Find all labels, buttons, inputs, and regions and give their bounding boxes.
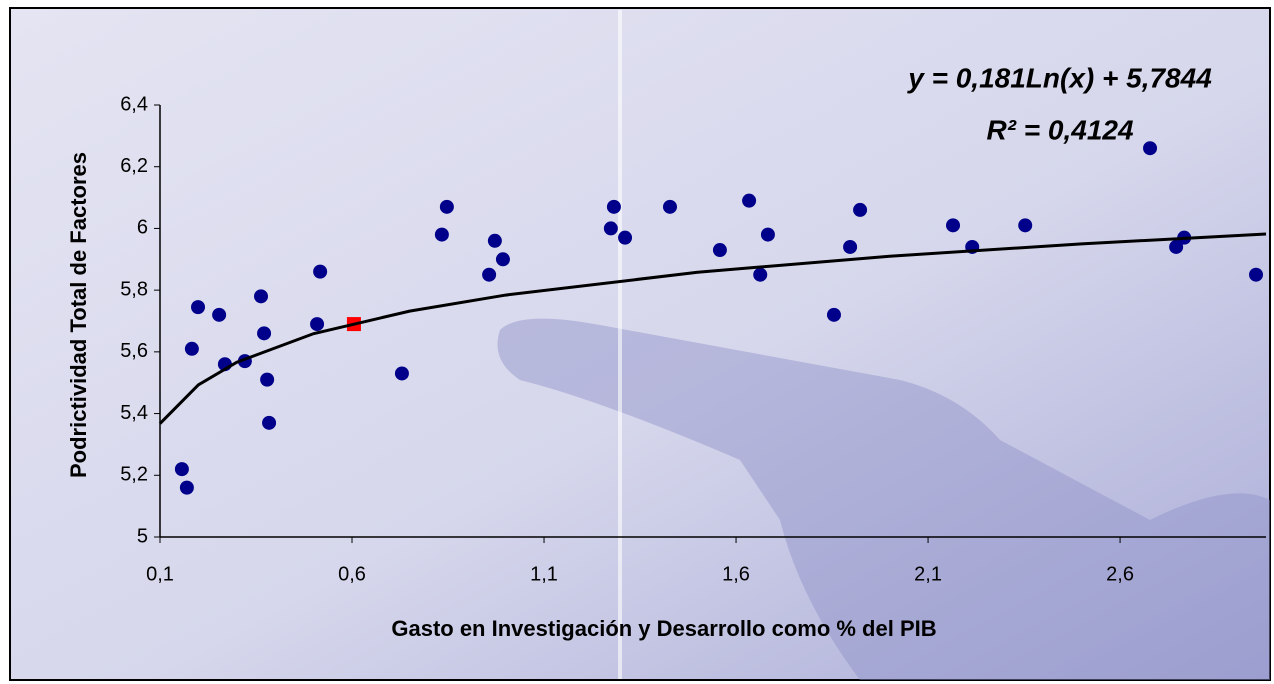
point — [853, 202, 868, 217]
point — [439, 199, 454, 214]
point — [310, 317, 325, 332]
x-tick-label: 1,1 — [530, 563, 558, 585]
point — [843, 239, 858, 254]
x-tick-label: 1,6 — [722, 563, 750, 585]
point — [1018, 218, 1033, 233]
point — [257, 326, 272, 341]
background-hand — [497, 318, 1270, 680]
chart-frame — [9, 7, 1271, 681]
point — [495, 252, 510, 267]
point — [606, 199, 621, 214]
y-axis-title: Podrictividad Total de Factores — [66, 152, 91, 478]
point — [179, 480, 194, 495]
x-tick-label: 2,6 — [1106, 563, 1134, 585]
y-tick-label: 6,4 — [120, 93, 148, 115]
x-tick-label: 0,1 — [146, 563, 174, 585]
y-tick-label: 5,8 — [120, 278, 148, 300]
r-squared: R² = 0,4124 — [986, 114, 1134, 145]
y-tick-label: 5,4 — [120, 402, 148, 424]
x-tick-label: 0,6 — [338, 563, 366, 585]
point — [618, 230, 633, 245]
point — [742, 193, 757, 208]
point — [753, 267, 768, 282]
y-tick-label: 5 — [137, 525, 148, 547]
point — [260, 372, 275, 387]
point — [662, 199, 677, 214]
x-axis-title: Gasto en Investigación y Desarrollo como… — [391, 616, 936, 641]
point — [262, 415, 277, 430]
point — [946, 218, 961, 233]
point — [1169, 239, 1184, 254]
point — [826, 307, 841, 322]
point — [174, 462, 189, 477]
point — [482, 267, 497, 282]
point — [712, 243, 727, 258]
point — [1249, 267, 1264, 282]
trend-line — [158, 232, 1267, 425]
point — [603, 221, 618, 236]
point — [394, 366, 409, 381]
point — [253, 289, 268, 304]
point — [760, 227, 775, 242]
x-tick-label: 2,1 — [914, 563, 942, 585]
y-tick-label: 6,2 — [120, 155, 148, 177]
point — [487, 233, 502, 248]
point — [212, 307, 227, 322]
point — [434, 227, 449, 242]
point — [184, 341, 199, 356]
y-tick-label: 6 — [137, 217, 148, 239]
y-tick-label: 5,6 — [120, 340, 148, 362]
point — [191, 300, 206, 315]
equation: y = 0,181Ln(x) + 5,7844 — [906, 62, 1212, 93]
point — [313, 264, 328, 279]
point — [1143, 141, 1158, 156]
y-tick-label: 5,2 — [120, 464, 148, 486]
